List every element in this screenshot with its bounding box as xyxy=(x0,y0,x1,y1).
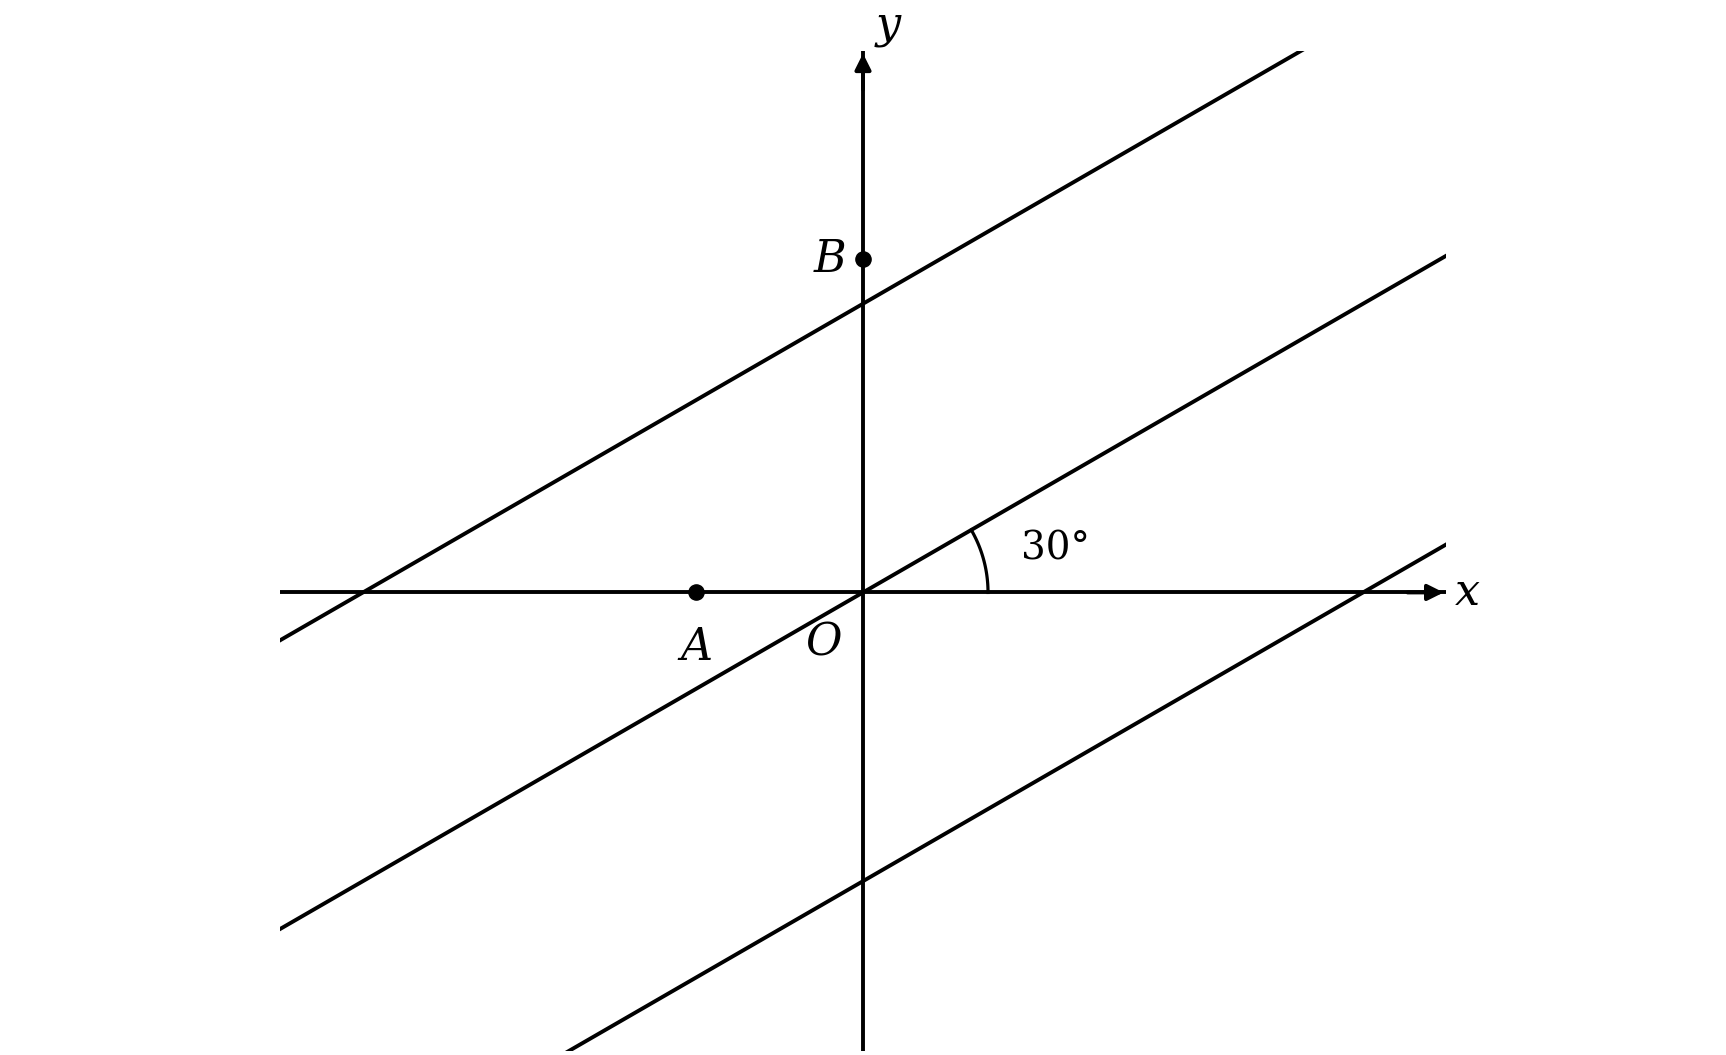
Point xyxy=(682,584,709,601)
Text: y: y xyxy=(875,3,901,46)
Text: B: B xyxy=(813,237,846,281)
Text: x: x xyxy=(1455,571,1479,614)
Text: 30°: 30° xyxy=(1022,531,1091,568)
Text: O: O xyxy=(806,621,842,665)
Point xyxy=(849,251,877,268)
Text: A: A xyxy=(680,626,713,669)
